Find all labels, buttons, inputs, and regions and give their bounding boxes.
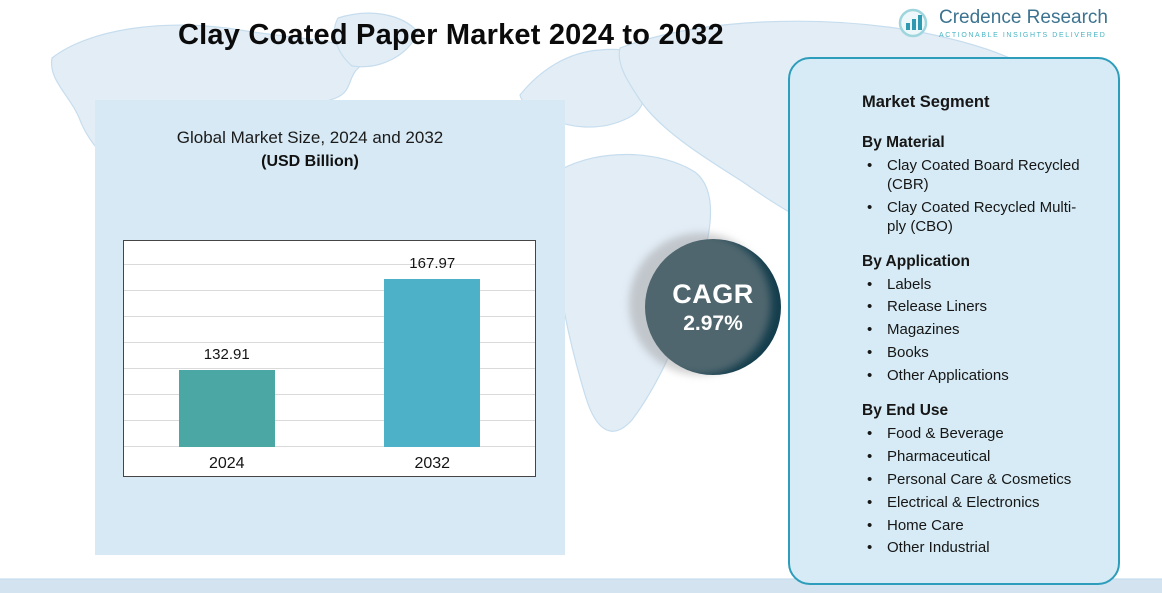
chart-subtitle: (USD Billion) [261,153,359,170]
list-item: Labels [862,276,1094,295]
x-label-2024: 2024 [208,455,245,472]
list-item: Home Care [862,517,1094,536]
bar-group-2024: 132.91 [124,240,330,447]
list-item: Other Industrial [862,539,1094,558]
segment-list-application: Labels Release Liners Magazines Books Ot… [862,276,1094,386]
bar-value-label-2024: 132.91 [203,346,250,363]
bar-2024 [178,370,275,447]
list-item: Pharmaceutical [862,448,1094,467]
bar-value-label-2032: 167.97 [409,255,456,272]
bar-2032 [384,279,481,447]
cagr-value: 2.97% [683,311,743,335]
segment-heading-end-use: By End Use [862,402,949,420]
brand-tagline: Actionable Insights Delivered [939,32,1107,39]
list-item: Personal Care & Cosmetics [862,471,1094,490]
list-item: Magazines [862,321,1094,340]
brand-logo: Credence Research Actionable Insights De… [896,7,1108,48]
chart-title: Global Market Size, 2024 and 2032 [176,128,444,147]
bar-chart-logo-icon [896,7,932,48]
x-label-2032: 2032 [414,455,451,472]
segment-panel-title: Market Segment [862,93,990,111]
chart-bars-area: 132.91 167.97 [124,240,535,447]
list-item: Clay Coated Board Recycled (CBR) [862,157,1094,195]
list-item: Clay Coated Recycled Multi-ply (CBO) [862,199,1094,237]
bar-group-2032: 167.97 [330,240,536,447]
market-segment-panel: Market Segment By Material Clay Coated B… [788,57,1120,585]
brand-name: Credence Research [939,7,1108,28]
market-size-panel: Global Market Size, 2024 and 2032 (USD B… [95,100,565,555]
list-item: Release Liners [862,298,1094,317]
map-greenland [333,12,419,68]
list-item: Food & Beverage [862,425,1094,444]
x-axis-labels: 2024 2032 [124,455,535,473]
bar-chart-plot: 132.91 167.97 2024 2032 [123,240,536,477]
list-item: Electrical & Electronics [862,494,1094,513]
page-title: Clay Coated Paper Market 2024 to 2032 [178,19,724,52]
brand-logo-text: Credence Research Actionable Insights De… [939,7,1108,39]
segment-list-end-use: Food & Beverage Pharmaceutical Personal … [862,425,1094,558]
cagr-label: CAGR [672,278,754,309]
segment-heading-material: By Material [862,134,945,151]
list-item: Books [862,344,1094,363]
segment-heading-application: By Application [862,252,970,270]
list-item: Other Applications [862,367,1094,386]
cagr-badge: CAGR 2.97% [645,239,781,375]
segment-list-material: Clay Coated Board Recycled (CBR) Clay Co… [862,157,1094,237]
